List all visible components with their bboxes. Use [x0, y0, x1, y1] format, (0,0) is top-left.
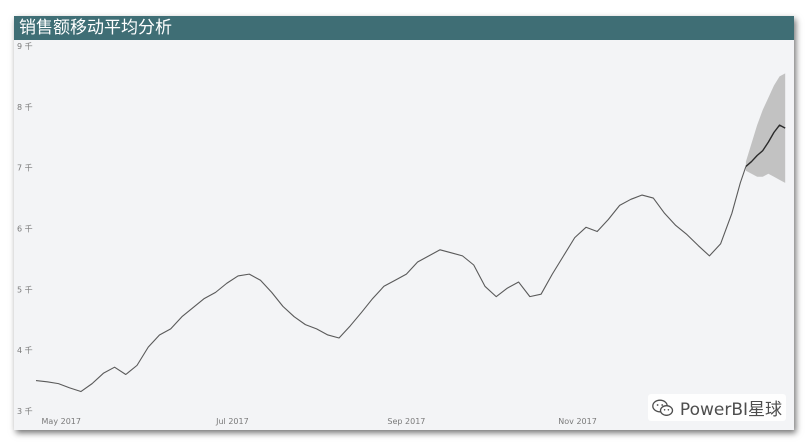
- chart-title: 销售额移动平均分析: [19, 18, 172, 38]
- y-tick-label: 6 千: [17, 224, 33, 234]
- forecast-confidence-band: [745, 73, 786, 183]
- y-tick-label: 3 千: [17, 406, 33, 416]
- x-tick-label: May 2017: [42, 417, 81, 426]
- x-tick-label: Nov 2017: [558, 417, 597, 426]
- forecast-line: [745, 124, 786, 167]
- y-tick-label: 8 千: [17, 102, 33, 112]
- sales-moving-average-line: [35, 166, 747, 393]
- watermark: PowerBI星球: [647, 394, 786, 421]
- wechat-icon: [652, 399, 674, 416]
- y-tick-label: 5 千: [17, 284, 33, 294]
- title-bar: 销售额移动平均分析: [14, 16, 794, 40]
- x-tick-label: Sep 2017: [387, 417, 425, 426]
- chart-card: 销售额移动平均分析 3 千 4 千 5 千 6 千 7 千 8 千 9 千 May 2017 J…: [14, 16, 794, 430]
- y-tick-label: 7 千: [17, 163, 33, 173]
- chart-svg: 3 千 4 千 5 千 6 千 7 千 8 千 9 千 May 2017 Jul 2017 Sep…: [17, 41, 786, 426]
- y-tick-label: 4 千: [17, 345, 33, 355]
- y-tick-label: 9 千: [17, 41, 33, 51]
- watermark-text: PowerBI星球: [679, 400, 782, 420]
- x-tick-label: Jul 2017: [215, 417, 249, 426]
- plot-area: 3 千 4 千 5 千 6 千 7 千 8 千 9 千 May 2017 Jul 2017 Sep…: [14, 40, 794, 430]
